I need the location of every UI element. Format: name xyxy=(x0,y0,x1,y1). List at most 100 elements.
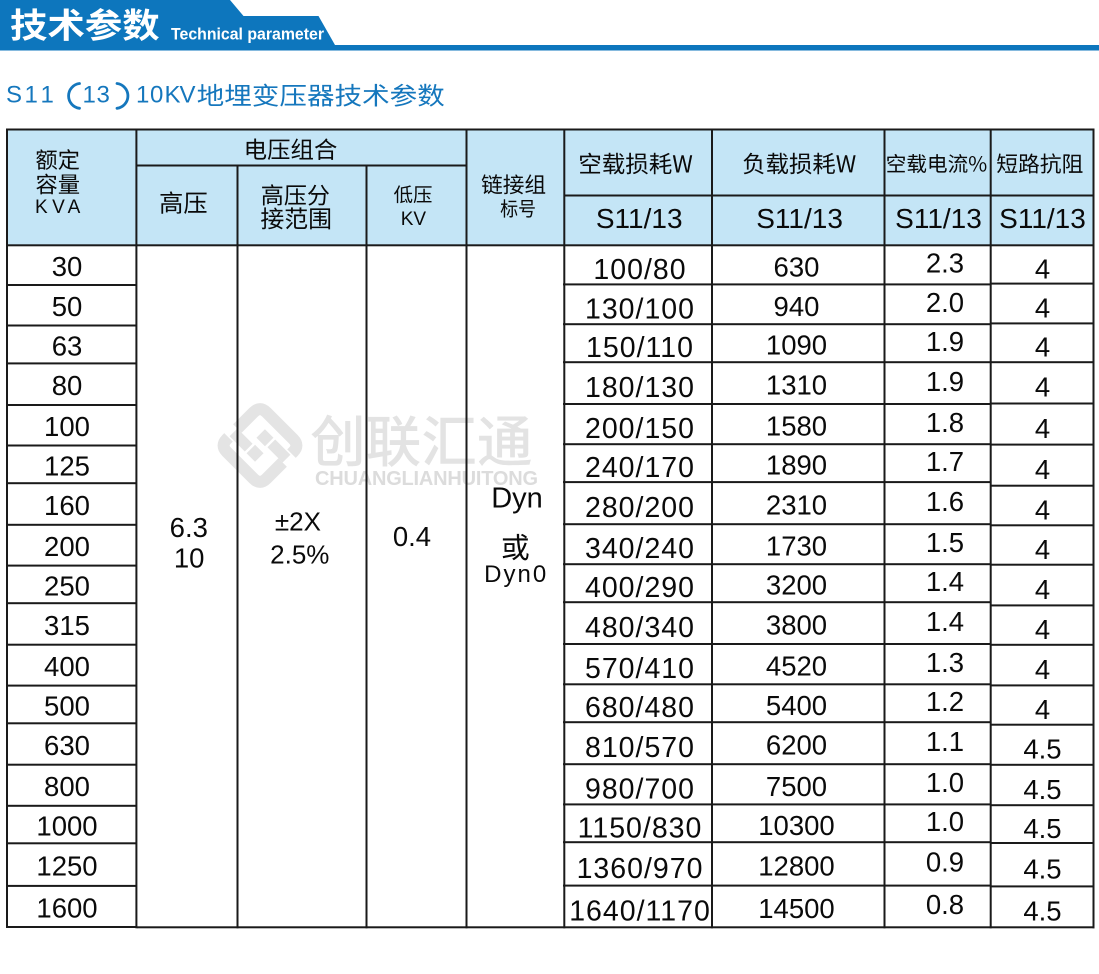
svg-text:10300: 10300 xyxy=(758,810,834,841)
svg-text:2.3: 2.3 xyxy=(926,248,964,279)
svg-text:400/290: 400/290 xyxy=(585,572,695,604)
svg-text:CHUANGLIANHUITONG: CHUANGLIANHUITONG xyxy=(315,468,538,490)
svg-text:1.9: 1.9 xyxy=(926,366,964,397)
svg-text:4.5: 4.5 xyxy=(1023,854,1061,885)
svg-text:480/340: 480/340 xyxy=(585,612,695,644)
svg-text:1150/830: 1150/830 xyxy=(578,812,703,844)
svg-text:980/700: 980/700 xyxy=(585,773,695,805)
svg-text:800: 800 xyxy=(44,771,90,802)
svg-text:680/480: 680/480 xyxy=(585,692,695,724)
svg-text:4: 4 xyxy=(1035,494,1050,525)
svg-text:1000: 1000 xyxy=(36,811,97,842)
svg-text:4: 4 xyxy=(1035,332,1050,363)
svg-text:1.3: 1.3 xyxy=(926,647,964,678)
svg-text:4.5: 4.5 xyxy=(1023,813,1061,844)
svg-text:Dyn0: Dyn0 xyxy=(484,561,548,588)
svg-text:3800: 3800 xyxy=(766,610,827,641)
svg-text:240/170: 240/170 xyxy=(585,452,695,484)
svg-text:200: 200 xyxy=(44,531,90,562)
svg-text:14500: 14500 xyxy=(758,893,834,924)
svg-text:150/110: 150/110 xyxy=(586,332,694,364)
svg-text:3200: 3200 xyxy=(766,570,827,601)
svg-text:S11/13: S11/13 xyxy=(999,203,1086,234)
svg-text:4: 4 xyxy=(1035,574,1050,605)
svg-text:5400: 5400 xyxy=(766,690,827,721)
svg-text:570/410: 570/410 xyxy=(585,653,695,685)
svg-text:1.9: 1.9 xyxy=(926,326,964,357)
svg-text:1580: 1580 xyxy=(766,411,827,442)
svg-text:1.5: 1.5 xyxy=(926,527,964,558)
svg-text:S11/13: S11/13 xyxy=(596,203,683,234)
svg-text:6.3: 6.3 xyxy=(170,512,208,543)
svg-text:7500: 7500 xyxy=(766,771,827,802)
svg-text:30: 30 xyxy=(52,251,83,282)
svg-text:13: 13 xyxy=(83,82,110,109)
svg-text:1.4: 1.4 xyxy=(926,566,964,597)
svg-text:180/130: 180/130 xyxy=(585,372,695,404)
svg-text:4: 4 xyxy=(1035,654,1050,685)
svg-text:1890: 1890 xyxy=(766,450,827,481)
svg-text:S11/13: S11/13 xyxy=(756,203,843,234)
svg-text:160: 160 xyxy=(44,490,90,521)
svg-text:340/240: 340/240 xyxy=(585,533,695,565)
svg-text:4: 4 xyxy=(1035,253,1050,284)
svg-text:1360/970: 1360/970 xyxy=(577,853,704,885)
svg-text:10: 10 xyxy=(174,543,205,574)
svg-text:500: 500 xyxy=(44,691,90,722)
svg-text:S11/13: S11/13 xyxy=(895,203,982,234)
svg-text:12800: 12800 xyxy=(758,850,834,881)
svg-text:1730: 1730 xyxy=(766,531,827,562)
svg-text:4.5: 4.5 xyxy=(1023,774,1061,805)
svg-text:1.4: 1.4 xyxy=(926,606,964,637)
svg-text:80: 80 xyxy=(52,370,83,401)
svg-text:4.5: 4.5 xyxy=(1023,896,1061,927)
svg-text:2.5%: 2.5% xyxy=(270,540,329,570)
svg-text:4.5: 4.5 xyxy=(1023,734,1061,765)
svg-text:1.8: 1.8 xyxy=(926,407,964,438)
svg-text:125: 125 xyxy=(44,450,90,481)
svg-text:KV: KV xyxy=(401,209,427,230)
svg-text:4: 4 xyxy=(1035,413,1050,444)
svg-text:±2X: ±2X xyxy=(275,507,321,537)
svg-text:50: 50 xyxy=(52,291,83,322)
svg-text:810/570: 810/570 xyxy=(585,732,695,764)
svg-text:4: 4 xyxy=(1035,614,1050,645)
svg-text:2310: 2310 xyxy=(766,490,827,521)
svg-text:1.7: 1.7 xyxy=(926,446,964,477)
svg-text:280/200: 280/200 xyxy=(585,492,695,524)
svg-text:630: 630 xyxy=(774,251,820,282)
svg-text:4: 4 xyxy=(1035,694,1050,725)
svg-text:1250: 1250 xyxy=(36,851,97,882)
svg-text:4: 4 xyxy=(1035,292,1050,323)
svg-text:63: 63 xyxy=(52,330,83,361)
svg-text:1310: 1310 xyxy=(766,370,827,401)
svg-text:4520: 4520 xyxy=(766,651,827,682)
svg-text:4: 4 xyxy=(1035,454,1050,485)
svg-text:Technical parameter: Technical parameter xyxy=(171,25,325,43)
svg-text:S11: S11 xyxy=(6,82,54,109)
svg-text:10KV: 10KV xyxy=(136,82,196,109)
svg-text:0.8: 0.8 xyxy=(926,889,964,920)
svg-text:Dyn: Dyn xyxy=(491,483,543,515)
svg-text:940: 940 xyxy=(774,291,820,322)
svg-text:6200: 6200 xyxy=(766,730,827,761)
svg-text:2.0: 2.0 xyxy=(926,287,964,318)
svg-text:1090: 1090 xyxy=(766,330,827,361)
svg-text:400: 400 xyxy=(44,651,90,682)
svg-text:100/80: 100/80 xyxy=(593,254,686,286)
svg-text:630: 630 xyxy=(44,730,90,761)
svg-text:130/100: 130/100 xyxy=(585,293,695,325)
svg-text:1.1: 1.1 xyxy=(926,726,964,757)
svg-text:1.0: 1.0 xyxy=(926,767,964,798)
svg-text:315: 315 xyxy=(44,610,90,641)
svg-text:1600: 1600 xyxy=(36,893,97,924)
svg-text:200/150: 200/150 xyxy=(585,413,695,445)
svg-text:1.2: 1.2 xyxy=(926,686,964,717)
svg-text:4: 4 xyxy=(1035,534,1050,565)
svg-text:0.9: 0.9 xyxy=(926,847,964,878)
svg-text:1.6: 1.6 xyxy=(926,486,964,517)
svg-text:1640/1170: 1640/1170 xyxy=(569,896,711,928)
svg-text:0.4: 0.4 xyxy=(393,521,431,552)
svg-text:KVA: KVA xyxy=(35,197,81,218)
svg-text:250: 250 xyxy=(44,570,90,601)
